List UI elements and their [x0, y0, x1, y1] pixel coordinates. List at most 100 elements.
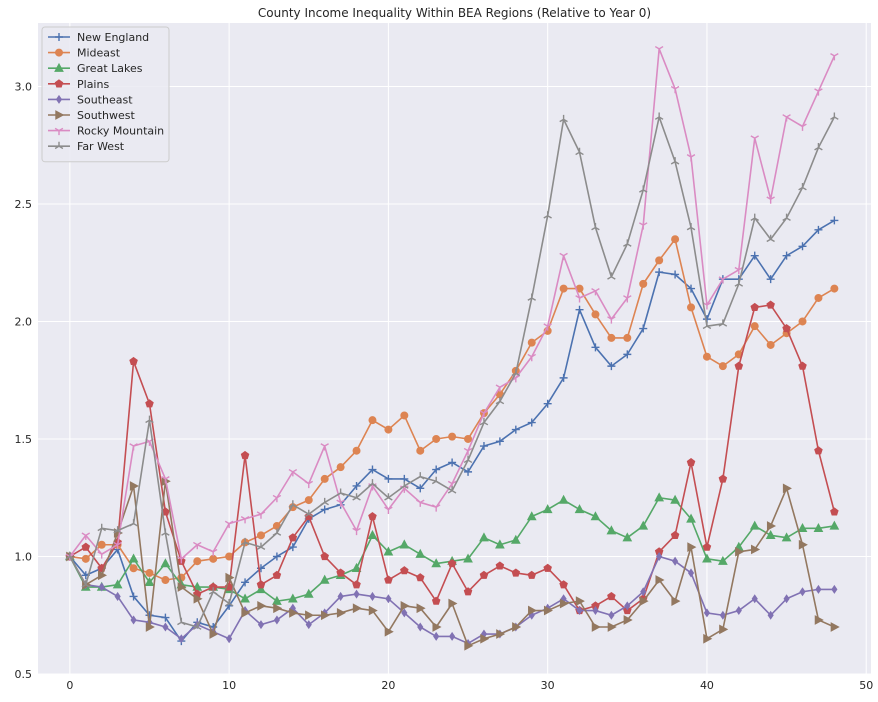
data-point-plains — [288, 533, 298, 542]
data-point-great-lakes — [495, 539, 505, 549]
data-point-far-west — [702, 321, 712, 330]
data-point-plains — [750, 302, 759, 312]
data-point-rocky-mountain — [384, 506, 393, 514]
data-point-new-england — [766, 275, 775, 284]
data-point-great-lakes — [367, 529, 378, 540]
legend-label-rocky-mountain: Rocky Mountain — [77, 125, 164, 138]
data-point-southeast — [640, 587, 647, 597]
data-point-southwest — [798, 539, 808, 550]
data-point-southwest — [623, 615, 633, 625]
data-point-mideast — [384, 425, 393, 434]
data-point-southwest — [368, 605, 378, 616]
data-point-southeast — [735, 606, 742, 616]
data-point-southwest — [671, 596, 681, 607]
data-point-rocky-mountain — [352, 527, 361, 536]
data-point-mideast — [368, 416, 377, 425]
data-point-southeast — [719, 610, 726, 620]
data-point-new-england — [607, 362, 616, 371]
data-point-far-west — [686, 222, 696, 231]
data-point-mideast — [209, 554, 218, 563]
data-point-new-england — [639, 324, 648, 333]
data-point-far-west — [463, 455, 473, 464]
data-point-southwest — [241, 608, 251, 618]
data-point-southwest — [512, 622, 522, 632]
x-tick-label: 30 — [541, 679, 555, 692]
data-point-southeast — [624, 601, 631, 611]
data-point-plains — [766, 300, 775, 309]
y-tick-label: 1.0 — [15, 550, 33, 563]
data-point-great-lakes — [431, 558, 442, 568]
legend: New England Mideast Great Lakes Plains South… — [41, 26, 170, 163]
data-point-far-west — [304, 509, 314, 518]
data-point-rocky-mountain — [129, 443, 138, 451]
data-point-southwest — [766, 521, 777, 531]
data-point-southwest — [687, 542, 697, 552]
legend-entry-plains: Plains — [48, 78, 109, 91]
data-point-new-england — [559, 373, 568, 382]
data-point-rocky-mountain — [272, 494, 282, 503]
x-tick-label: 40 — [700, 679, 714, 692]
data-point-mideast — [527, 338, 536, 347]
data-point-new-england — [495, 437, 504, 446]
legend-entry-rocky-mountain: Rocky Mountain — [48, 125, 164, 138]
data-point-great-lakes — [399, 539, 410, 549]
data-point-great-lakes — [813, 522, 824, 532]
data-point-new-england — [591, 343, 600, 352]
data-point-plains — [798, 361, 807, 370]
data-point-new-england — [511, 425, 520, 434]
axis-ticks: 0 10 20 30 40 50 0.5 1.0 1.5 2.0 2.5 3.0 — [15, 80, 874, 692]
data-point-rocky-mountain — [575, 295, 584, 303]
data-point-southwest — [655, 575, 665, 585]
data-point-far-west — [750, 213, 759, 221]
y-tick-label: 1.5 — [15, 433, 33, 446]
data-point-mideast — [400, 411, 409, 420]
data-point-plains — [129, 356, 138, 366]
data-point-far-west — [607, 272, 616, 280]
data-point-far-west — [623, 239, 632, 247]
data-point-rocky-mountain — [814, 88, 823, 96]
data-point-new-england — [352, 481, 361, 490]
data-point-new-england — [288, 543, 297, 552]
data-point-rocky-mountain — [479, 410, 489, 418]
data-point-plains — [527, 570, 537, 579]
data-point-plains — [320, 551, 329, 561]
data-point-plains — [240, 450, 250, 460]
data-point-mideast — [161, 575, 170, 584]
series-plains — [65, 300, 839, 615]
data-point-plains — [81, 542, 91, 551]
data-point-rocky-mountain — [113, 541, 122, 550]
data-point-southeast — [576, 606, 583, 616]
data-point-far-west — [814, 143, 823, 151]
data-point-mideast — [225, 552, 234, 561]
data-point-mideast — [655, 256, 664, 265]
data-point-far-west — [224, 598, 234, 607]
legend-entry-southeast: Southeast — [48, 93, 133, 106]
data-point-far-west — [384, 493, 393, 501]
data-point-rocky-mountain — [623, 295, 632, 303]
data-point-new-england — [655, 268, 664, 277]
data-point-southwest — [257, 600, 267, 611]
data-point-far-west — [559, 114, 568, 123]
data-point-great-lakes — [526, 511, 537, 521]
data-point-plains — [543, 563, 552, 572]
data-point-mideast — [830, 284, 839, 293]
data-point-southwest — [448, 598, 458, 609]
data-point-southwest — [416, 603, 426, 614]
data-point-great-lakes — [112, 579, 123, 589]
data-point-plains — [304, 512, 314, 521]
data-point-rocky-mountain — [782, 114, 791, 122]
series-rocky-mountain — [65, 45, 839, 564]
data-point-great-lakes — [702, 553, 712, 563]
data-point-rocky-mountain — [830, 52, 839, 61]
data-point-plains — [511, 568, 521, 577]
data-point-great-lakes — [558, 494, 569, 504]
data-point-plains — [830, 507, 839, 516]
data-point-mideast — [320, 474, 329, 483]
data-point-new-england — [241, 578, 250, 587]
chart-title: County Income Inequality Within BEA Regi… — [258, 6, 651, 20]
data-point-great-lakes — [654, 492, 665, 502]
data-point-southeast — [401, 608, 408, 618]
data-point-mideast — [352, 446, 361, 455]
data-point-far-west — [511, 368, 521, 377]
data-point-rocky-mountain — [495, 384, 505, 392]
